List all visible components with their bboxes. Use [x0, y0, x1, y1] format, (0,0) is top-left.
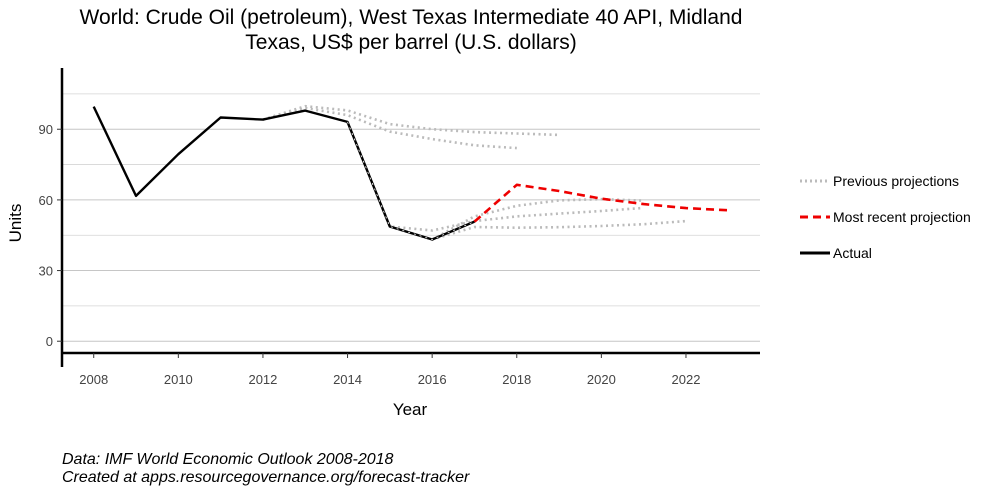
- previous-series-line-2: [262, 106, 517, 150]
- tick-labels: 2008 2010 2012 2014 2016 2018 2020 2022 0 30 60 90: [39, 122, 701, 387]
- legend-key-recent: [800, 215, 830, 219]
- actual-series-line: [92, 106, 475, 241]
- axes: [60, 68, 760, 367]
- legend-item-recent: Most recent projection: [800, 207, 971, 227]
- x-tick-label: 2018: [502, 372, 531, 387]
- chart-title-line-2: Texas, US$ per barrel (U.S. dollars): [245, 31, 577, 54]
- x-tick-label: 2010: [164, 372, 193, 387]
- series-lines: [92, 104, 729, 241]
- y-axis-title: Units: [6, 204, 25, 243]
- legend-item-previous: Previous projections: [800, 171, 959, 191]
- x-tick-label: 2008: [79, 372, 108, 387]
- y-tick-label: 30: [39, 264, 53, 279]
- previous-series-line-5: [431, 197, 644, 241]
- legend-key-previous: [800, 179, 830, 183]
- x-tick-label: 2014: [333, 372, 362, 387]
- caption-credit: Created at apps.resourcegovernance.org/f…: [62, 469, 470, 486]
- y-tick-label: 90: [39, 122, 53, 137]
- legend-label-recent: Most recent projection: [833, 209, 971, 225]
- legend-label-previous: Previous projections: [833, 173, 960, 189]
- y-tick-label: 60: [39, 193, 53, 208]
- previous-series-line-4: [389, 219, 687, 241]
- x-tick-label: 2012: [248, 372, 277, 387]
- chart-title-line-1: World: Crude Oil (petroleum), West Texas…: [79, 6, 743, 29]
- x-tick-label: 2016: [418, 372, 447, 387]
- legend-key-actual: [800, 251, 830, 255]
- grid-lines: [62, 93, 760, 342]
- legend-label-actual: Actual: [833, 245, 872, 261]
- x-tick-label: 2022: [672, 372, 701, 387]
- previous-series-line-1: [262, 104, 560, 137]
- caption-source: Data: IMF World Economic Outlook 2008-20…: [62, 451, 394, 468]
- x-tick-label: 2020: [587, 372, 616, 387]
- actual-overlap-highlight: [347, 121, 475, 240]
- recent-series-line: [473, 183, 729, 223]
- chart-title: World: Crude Oil (petroleum), West Texas…: [0, 5, 822, 55]
- legend-item-actual: Actual: [800, 243, 872, 263]
- x-axis-title: Year: [393, 400, 428, 419]
- previous-series-line-3: [346, 121, 644, 232]
- chart-caption: Data: IMF World Economic Outlook 2008-20…: [62, 451, 469, 487]
- y-tick-label: 0: [46, 334, 53, 349]
